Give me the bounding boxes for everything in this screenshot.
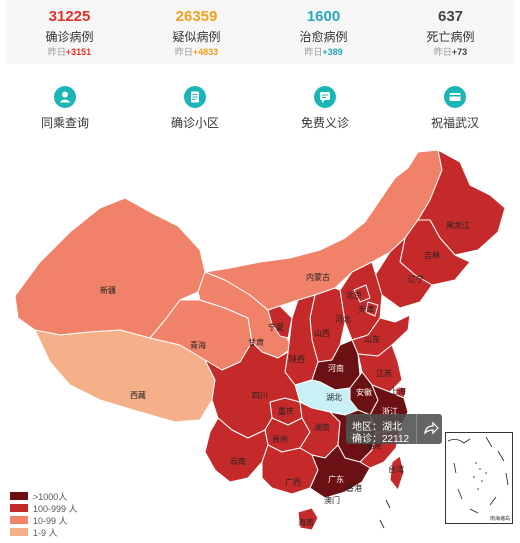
- confirmed-community-button[interactable]: 确诊小区: [130, 80, 260, 132]
- stat-suspected: 26359 疑似病例 昨日+4833: [133, 0, 260, 64]
- label-hebei: 河北: [335, 314, 351, 324]
- label-gansu: 甘肃: [248, 337, 264, 347]
- map-legend: >1000人 100-999 人 10-99 人 1-9 人: [10, 490, 78, 538]
- confirmed-community-label: 确诊小区: [170, 116, 219, 130]
- free-consultation-button[interactable]: 免费义诊: [260, 80, 390, 132]
- suspected-count: 26359: [175, 8, 218, 25]
- inset-map: [447, 436, 509, 514]
- stats-bar: 31225 确诊病例 昨日+3151 26359 疑似病例 昨日+4833 16…: [6, 0, 514, 64]
- label-beijing: 北京: [346, 290, 362, 300]
- free-consultation-label: 免费义诊: [300, 116, 349, 130]
- label-hainan: 海南: [298, 517, 314, 527]
- bless-wuhan-label: 祝福武汉: [430, 116, 479, 130]
- label-guangxi: 广西: [285, 477, 301, 487]
- label-shanxi: 山西: [314, 328, 330, 338]
- tooltip-region: 地区：湖北: [352, 422, 402, 433]
- label-xizang: 西藏: [130, 390, 146, 400]
- legend-swatch: [10, 504, 28, 512]
- card-icon: [444, 86, 466, 108]
- legend-item[interactable]: 1-9 人: [10, 526, 78, 538]
- label-anhui: 安徽: [356, 387, 372, 397]
- label-chongqing: 重庆: [278, 406, 294, 416]
- label-ningxia: 宁夏: [268, 322, 284, 332]
- tooltip-count: 确诊：22112: [352, 434, 410, 445]
- map-canvas[interactable]: 新疆 西藏 青海 甘肃 内蒙古 黑龙江 吉林 辽宁 北京 天津 河北 山西 宁夏…: [0, 140, 520, 543]
- label-guizhou: 贵州: [272, 434, 288, 444]
- label-heilongjiang: 黑龙江: [446, 220, 470, 230]
- province-ningxia[interactable]: [267, 305, 293, 339]
- label-jilin: 吉林: [424, 250, 440, 260]
- label-henan: 河南: [328, 363, 344, 373]
- share-icon[interactable]: [416, 414, 442, 444]
- confirmed-label: 确诊病例: [45, 30, 94, 44]
- label-taiwan: 台湾: [388, 464, 404, 474]
- bless-wuhan-button[interactable]: 祝福武汉: [390, 80, 520, 132]
- ride-search-label: 同乘查询: [40, 116, 89, 130]
- cured-change: 昨日+389: [304, 47, 343, 57]
- province-tianjin[interactable]: [365, 301, 379, 317]
- china-map[interactable]: 新疆 西藏 青海 甘肃 内蒙古 黑龙江 吉林 辽宁 北京 天津 河北 山西 宁夏…: [0, 140, 520, 543]
- label-yunnan: 云南: [230, 456, 246, 466]
- legend-item[interactable]: 10-99 人: [10, 514, 78, 526]
- label-hunan: 湖南: [314, 422, 330, 432]
- label-shanghai: 上海: [390, 386, 406, 396]
- label-guangdong: 广东: [328, 474, 344, 484]
- legend-label: 10-99 人: [33, 515, 68, 526]
- label-shaanxi: 陕西: [289, 354, 305, 364]
- legend-swatch: [10, 516, 28, 524]
- suspected-change: 昨日+4833: [174, 47, 219, 57]
- label-zhejiang: 浙江: [382, 406, 398, 416]
- cured-label: 治愈病例: [299, 30, 348, 44]
- deaths-label: 死亡病例: [426, 30, 475, 44]
- stat-confirmed: 31225 确诊病例 昨日+3151: [6, 0, 133, 64]
- label-hubei: 湖北: [326, 393, 342, 402]
- ride-search-button[interactable]: 同乘查询: [0, 80, 130, 132]
- province-guangdong[interactable]: [309, 444, 371, 499]
- legend-item[interactable]: 100-999 人: [10, 502, 78, 514]
- document-icon: [184, 86, 206, 108]
- cured-count: 1600: [306, 8, 341, 25]
- map-tooltip: 地区：湖北 确诊：22112: [346, 414, 442, 445]
- province-beijing[interactable]: [353, 284, 371, 303]
- legend-label: >1000人: [33, 491, 68, 502]
- legend-swatch: [10, 492, 28, 500]
- inset-caption: 南海诸岛: [489, 516, 510, 522]
- chat-icon: [314, 86, 336, 108]
- label-neimenggu: 内蒙古: [306, 272, 330, 282]
- province-heilongjiang[interactable]: [417, 149, 506, 256]
- label-qinghai: 青海: [190, 340, 206, 350]
- label-sichuan: 四川: [252, 391, 268, 400]
- south-sea-inset: 南海诸岛: [445, 432, 513, 524]
- label-jiangsu: 江苏: [376, 368, 392, 378]
- stat-deaths: 637 死亡病例 昨日+73: [387, 0, 514, 64]
- label-xinjiang: 新疆: [100, 285, 116, 295]
- label-tianjin: 天津: [358, 304, 374, 314]
- legend-swatch: [10, 528, 28, 536]
- suspected-label: 疑似病例: [172, 30, 221, 44]
- deaths-count: 637: [437, 8, 464, 25]
- label-macau: 澳门: [324, 495, 340, 505]
- province-taiwan[interactable]: [389, 455, 405, 491]
- action-row: 同乘查询 确诊小区 免费义诊 祝福武汉: [0, 80, 520, 132]
- user-icon: [54, 86, 76, 108]
- legend-label: 100-999 人: [33, 503, 78, 514]
- label-hongkong: 香港: [346, 483, 362, 493]
- province-hainan[interactable]: [297, 507, 319, 531]
- confirmed-change: 昨日+3151: [47, 47, 92, 57]
- label-liaoning: 辽宁: [408, 274, 424, 284]
- province-yunnan[interactable]: [204, 417, 269, 483]
- legend-label: 1-9 人: [33, 527, 58, 538]
- legend-item[interactable]: >1000人: [10, 490, 78, 502]
- label-shandong: 山东: [364, 334, 380, 344]
- label-fujian: 福建: [366, 440, 382, 450]
- deaths-change: 昨日+73: [433, 47, 468, 57]
- sea-boundary-marks: [379, 499, 391, 529]
- confirmed-count: 31225: [48, 8, 91, 25]
- stat-cured: 1600 治愈病例 昨日+389: [260, 0, 387, 64]
